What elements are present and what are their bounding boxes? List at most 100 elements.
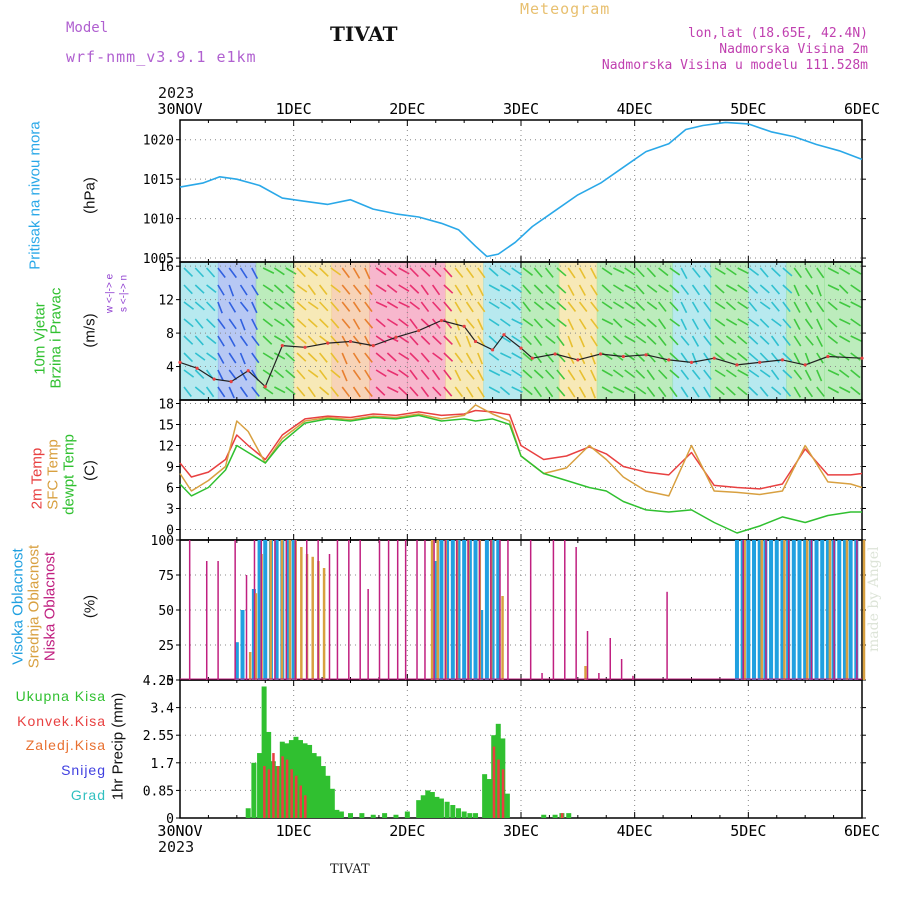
wind-barb	[341, 318, 351, 329]
wind-barb	[567, 386, 576, 398]
y-tick-label: 4	[166, 361, 174, 376]
cloud-bar	[439, 540, 444, 680]
wind-barb	[556, 318, 567, 328]
wind-point	[803, 363, 807, 367]
precip-bar	[438, 798, 444, 818]
wind-barb	[183, 267, 194, 278]
wind-barb	[296, 318, 307, 328]
wind-barb	[228, 335, 236, 347]
wind-barb	[206, 267, 216, 278]
wind-barb	[804, 369, 812, 382]
wind-barb	[285, 301, 296, 311]
series-line	[179, 319, 863, 388]
wind-barb	[624, 284, 636, 292]
y-tick-label: 75	[158, 569, 174, 584]
precip-bar	[429, 792, 435, 818]
precip-bar	[492, 746, 496, 818]
cloud-bar	[467, 540, 469, 680]
wind-barb	[251, 386, 260, 397]
wind-barb	[590, 301, 599, 312]
wind-barb	[533, 386, 543, 398]
wind-barb	[420, 335, 431, 346]
wind-barb	[624, 369, 635, 378]
cloud-bar	[378, 540, 381, 680]
cloud-bar	[484, 540, 489, 680]
wind-barb	[488, 318, 500, 327]
precip-bar	[482, 774, 488, 818]
wind-barb	[307, 318, 318, 328]
wind-barb	[398, 301, 410, 308]
wind-barb	[194, 318, 204, 329]
wind-barb	[364, 352, 373, 363]
wind-barb	[804, 335, 814, 346]
cloud-bar	[490, 540, 495, 680]
wind-barb	[545, 284, 555, 294]
cloud-bar	[783, 540, 786, 680]
wind-barb	[285, 318, 295, 328]
wind-barb	[669, 318, 681, 327]
wind-barb	[262, 301, 273, 311]
wind-barb	[737, 386, 748, 396]
y-tick-label: 2.55	[143, 729, 174, 744]
wind-barb	[691, 352, 698, 365]
wind-barb	[364, 284, 373, 296]
wind-barb	[725, 301, 737, 311]
wind-barb	[352, 335, 362, 346]
cloud-bar	[757, 540, 762, 680]
wind-point	[712, 356, 716, 360]
wind-barb	[251, 318, 258, 331]
wind-barb	[850, 335, 862, 342]
wind-barb	[228, 301, 237, 313]
wind-barb	[386, 267, 398, 277]
wind-barb	[352, 267, 361, 279]
wind-barb	[375, 352, 386, 362]
precip-bar	[294, 775, 298, 818]
x-axis-label-top: 4DEC	[617, 100, 653, 118]
y-tick-label: 25	[158, 639, 174, 654]
wind-barb	[646, 335, 657, 345]
y-tick-label: 9	[166, 461, 174, 476]
wind-barb	[601, 335, 612, 345]
wind-barb	[725, 267, 737, 276]
cloud-bar	[328, 554, 331, 680]
wind-barb	[409, 335, 419, 346]
precip-bar	[267, 769, 271, 818]
wind-barb	[217, 301, 223, 314]
wind-barb	[556, 369, 566, 380]
wind-barb	[771, 267, 781, 277]
wind-barb	[511, 301, 522, 311]
precip-bar	[261, 686, 267, 818]
wind-barb	[239, 352, 246, 365]
wind-barb	[590, 386, 596, 399]
wind-barb	[827, 284, 840, 291]
wind-barb	[545, 301, 556, 310]
cloud-bar	[598, 673, 600, 680]
wind-barb	[635, 369, 646, 379]
wind-barb	[352, 386, 361, 398]
wind-barb	[590, 352, 596, 365]
wind-barb	[488, 386, 501, 394]
y-tick-label: 0.85	[143, 784, 174, 799]
wind-barb	[431, 318, 441, 329]
precip-bar	[297, 740, 303, 818]
cloud-bar	[467, 540, 472, 680]
wind-barb	[262, 369, 274, 378]
wind-barb	[612, 335, 623, 345]
wind-barb	[239, 284, 248, 296]
cloud-bar	[274, 540, 279, 680]
wind-barb	[330, 386, 339, 397]
wind-barb	[624, 386, 636, 394]
wind-barb	[703, 301, 712, 313]
wind-barb	[409, 267, 419, 278]
wind-barb	[612, 352, 624, 361]
y-tick-label: 1010	[143, 213, 174, 228]
wind-barb	[454, 352, 464, 364]
y-tick-label: 4.25	[143, 674, 174, 689]
wind-barb	[194, 386, 206, 396]
wind-barb	[748, 335, 759, 345]
wind-barb	[375, 284, 387, 293]
station-title: TIVAT	[330, 22, 398, 46]
wind-barb	[782, 335, 791, 346]
wind-barb	[206, 318, 216, 329]
wind-barb	[759, 335, 770, 345]
